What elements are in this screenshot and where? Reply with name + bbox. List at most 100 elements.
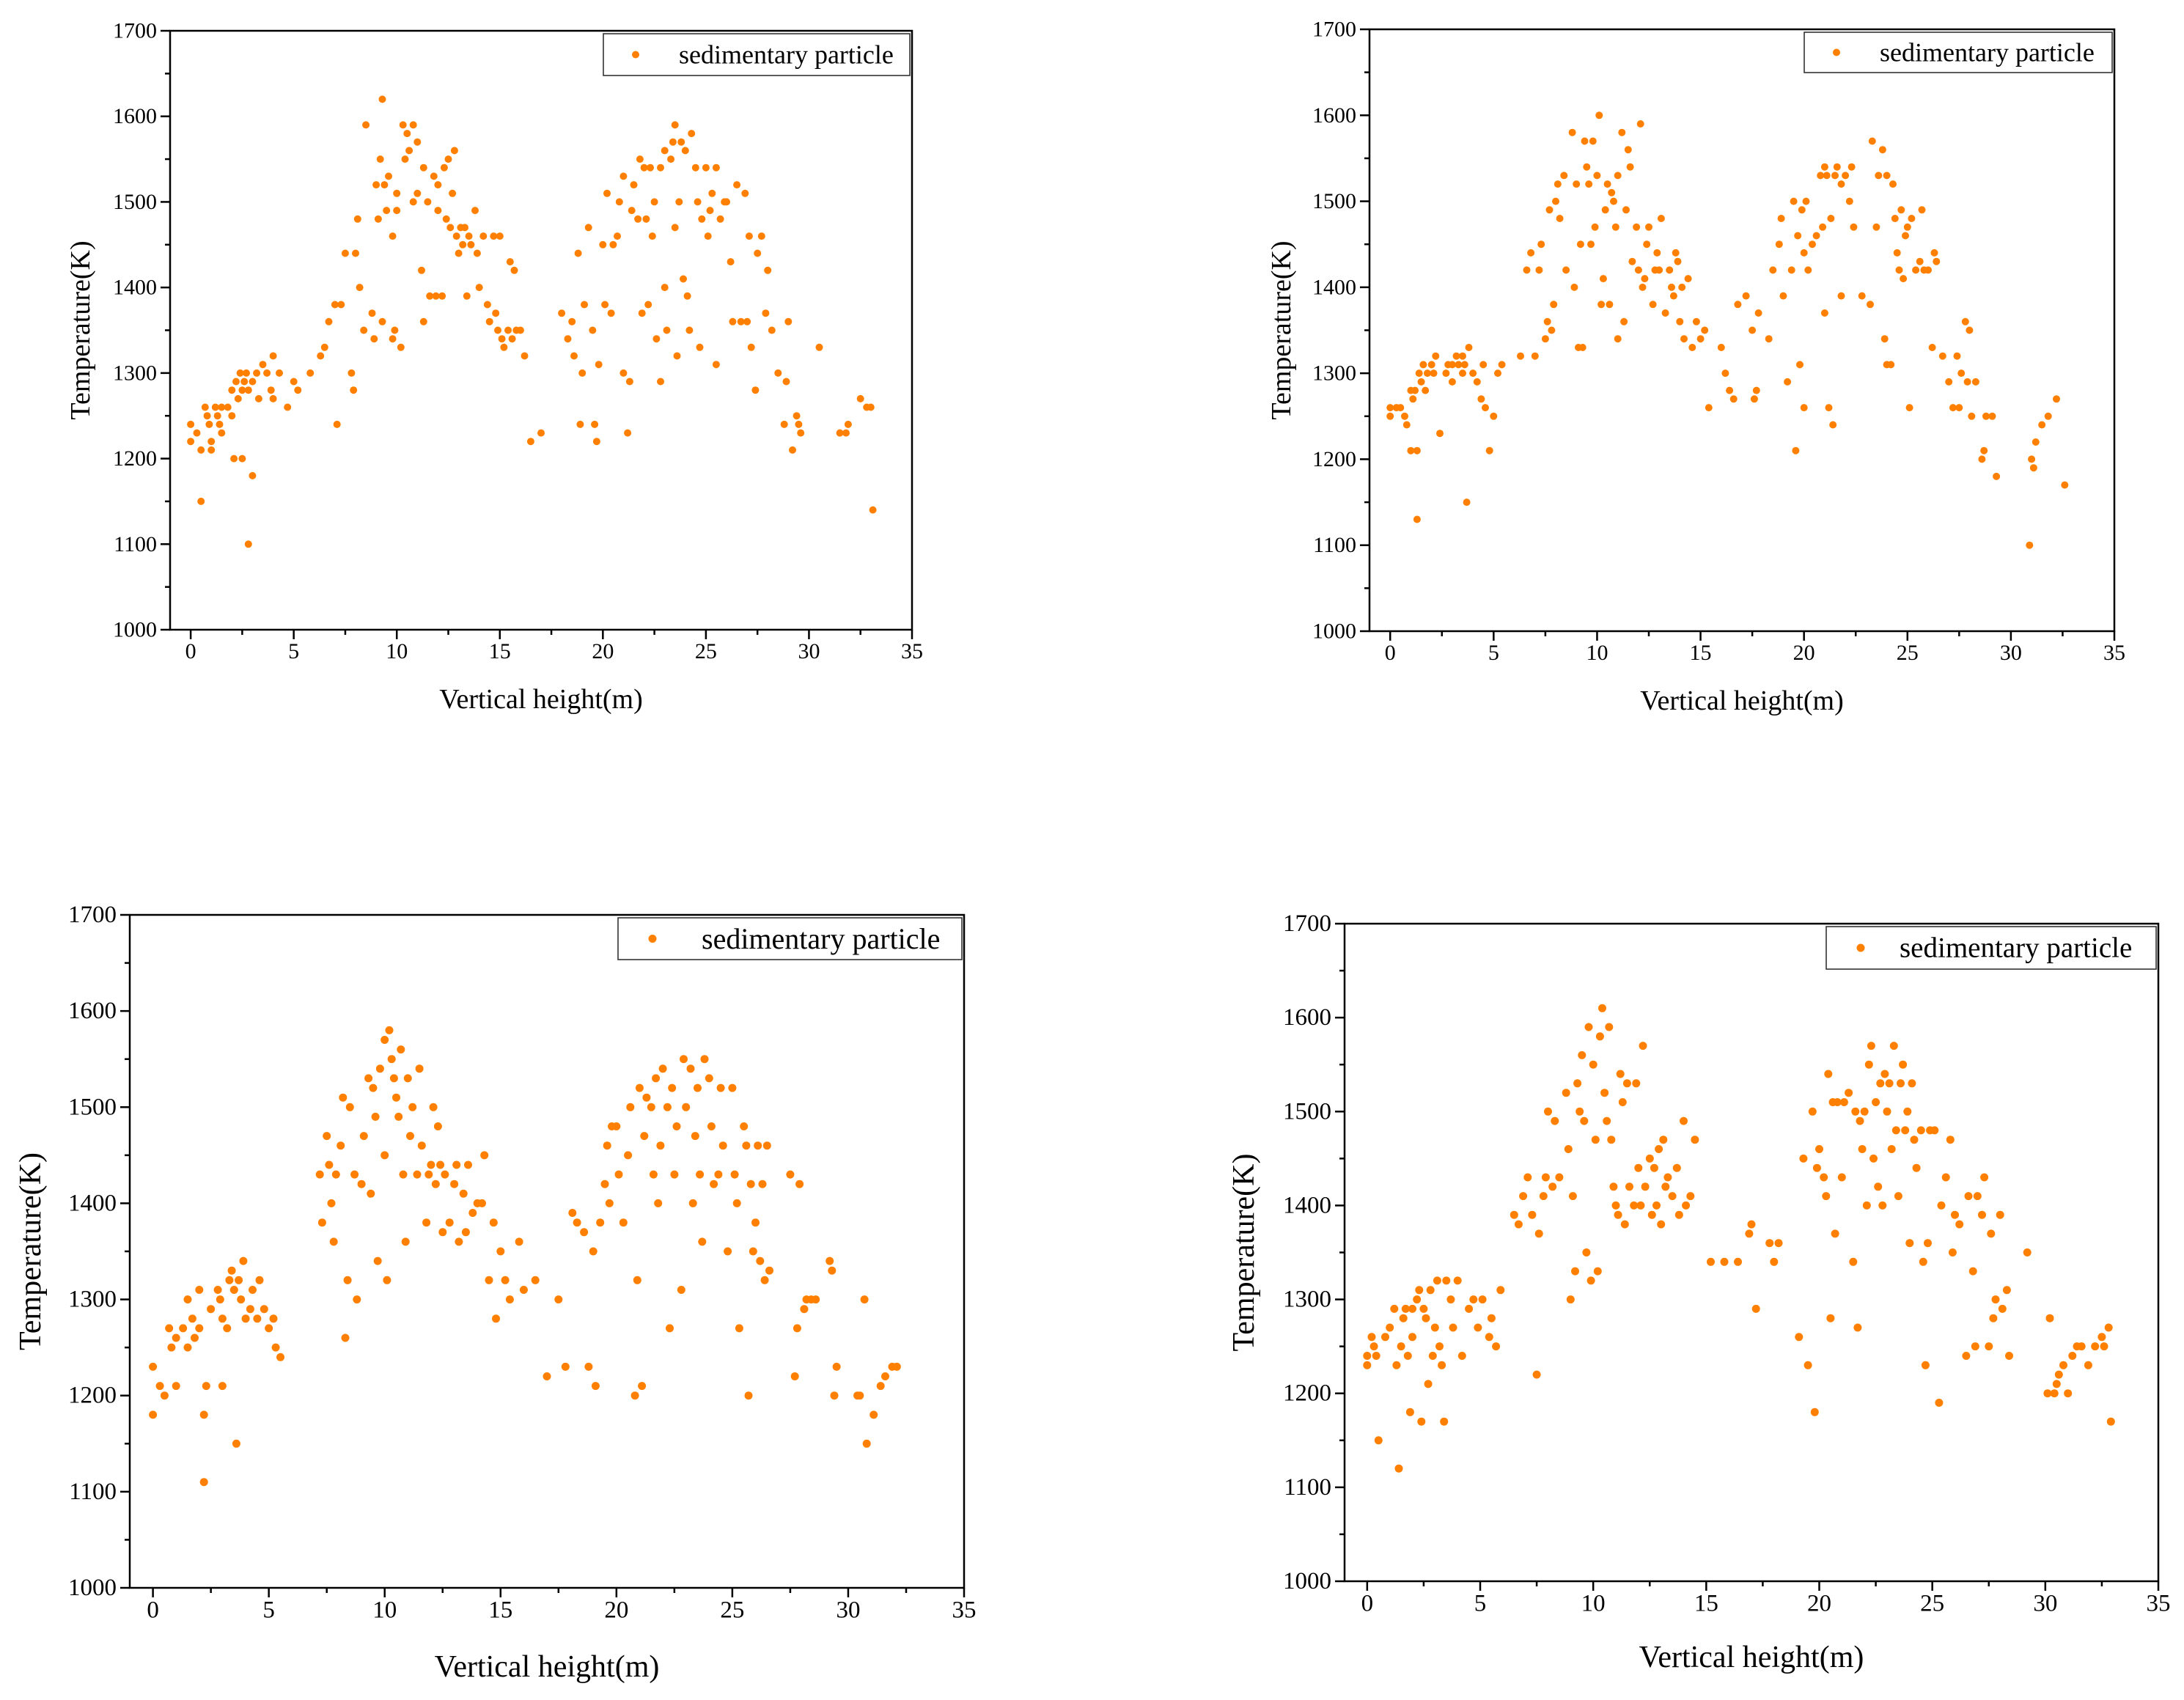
data-point	[1701, 326, 1709, 334]
data-point	[830, 1391, 839, 1400]
data-point	[708, 189, 716, 197]
data-point	[1887, 1145, 1896, 1153]
data-point	[431, 1180, 440, 1188]
data-point	[1769, 266, 1777, 274]
data-point	[1893, 249, 1901, 257]
data-point	[1653, 249, 1661, 257]
data-point	[521, 352, 529, 360]
y-tick-label: 1700	[1283, 910, 1331, 937]
data-point	[1397, 404, 1405, 412]
data-point	[1996, 1210, 2004, 1219]
x-tick-label: 25	[695, 639, 717, 663]
data-point	[269, 394, 277, 402]
data-point	[1608, 188, 1616, 196]
data-point	[1415, 369, 1423, 378]
data-point	[276, 369, 283, 377]
data-point	[348, 369, 356, 377]
data-point	[702, 163, 710, 172]
data-point	[1605, 1023, 1614, 1031]
data-point	[228, 386, 236, 394]
data-point	[243, 369, 250, 377]
data-point	[735, 1324, 743, 1333]
data-point	[378, 95, 386, 103]
data-point	[403, 130, 411, 138]
data-point	[1912, 266, 1920, 274]
data-point	[1419, 361, 1427, 369]
data-point	[737, 317, 745, 325]
data-point	[1465, 344, 1473, 351]
y-tick-label: 1700	[68, 902, 117, 928]
data-point	[1775, 240, 1783, 249]
data-point	[259, 361, 267, 369]
data-point	[505, 1295, 514, 1304]
data-point	[1438, 1361, 1446, 1369]
data-point	[1912, 1163, 1921, 1172]
data-point	[740, 1122, 749, 1130]
data-point	[232, 378, 240, 386]
data-point	[496, 1247, 505, 1256]
data-point	[1921, 1361, 1930, 1369]
data-point	[1566, 1295, 1575, 1304]
data-point	[1609, 1182, 1618, 1191]
data-point	[1864, 1060, 1873, 1069]
data-point	[1603, 1116, 1611, 1125]
data-point	[1802, 197, 1810, 205]
data-point	[1399, 1314, 1408, 1322]
data-point	[199, 1410, 208, 1419]
data-point	[1980, 1173, 1989, 1182]
data-point	[706, 207, 714, 215]
data-point	[1988, 412, 1996, 420]
data-point	[657, 378, 664, 386]
data-point	[1610, 197, 1617, 205]
data-point	[730, 1170, 739, 1179]
data-point	[199, 1478, 208, 1487]
data-point	[228, 412, 236, 420]
data-point	[2023, 1248, 2032, 1256]
data-point	[418, 266, 425, 274]
data-point	[867, 403, 875, 411]
data-point	[600, 1180, 609, 1188]
chart-panel-bottom-left: 0 5 10 15 20 25 30 35 1000 1100 1200 1300 1400 1500 16…	[14, 902, 977, 1684]
data-point	[1867, 301, 1874, 309]
data-point	[1367, 1333, 1376, 1342]
data-point	[1668, 1192, 1677, 1201]
data-point	[732, 1199, 741, 1207]
y-tick-label: 1600	[68, 998, 117, 1024]
data-point	[1779, 292, 1787, 300]
data-point	[1825, 404, 1833, 412]
data-point	[661, 284, 669, 292]
y-tick-label: 1600	[1283, 1004, 1331, 1031]
data-point	[599, 240, 607, 249]
data-point	[1946, 1136, 1955, 1144]
data-point	[498, 335, 506, 343]
data-point	[1820, 309, 1828, 317]
x-tick-label: 35	[2147, 1590, 2171, 1616]
data-point	[399, 1170, 408, 1179]
data-point	[1568, 1192, 1577, 1201]
data-point	[225, 1276, 234, 1284]
data-point	[237, 1295, 246, 1304]
data-point	[1402, 421, 1411, 429]
data-point	[317, 352, 325, 360]
data-point	[1874, 1182, 1883, 1191]
data-point	[1485, 446, 1493, 455]
data-point	[1809, 240, 1816, 249]
data-point	[1880, 335, 1889, 343]
data-point	[1543, 317, 1551, 325]
data-point	[652, 1074, 661, 1083]
x-tick-label: 25	[1897, 641, 1919, 665]
data-point	[647, 1103, 655, 1111]
data-point	[1707, 1257, 1715, 1266]
data-point	[1971, 378, 1979, 386]
data-point	[638, 309, 646, 317]
data-point	[1903, 1107, 1912, 1116]
data-point	[727, 258, 735, 266]
data-point	[768, 326, 776, 334]
data-point	[658, 1064, 667, 1073]
data-point	[1435, 1342, 1444, 1351]
data-point	[1774, 1239, 1783, 1248]
data-point	[624, 1151, 633, 1160]
data-point	[249, 471, 257, 479]
axis-ticks: 0 5 10 15 20 25 30 35 1000 1100 1200 1300 1400 1500 16…	[68, 902, 977, 1623]
data-point	[1795, 1333, 1804, 1342]
